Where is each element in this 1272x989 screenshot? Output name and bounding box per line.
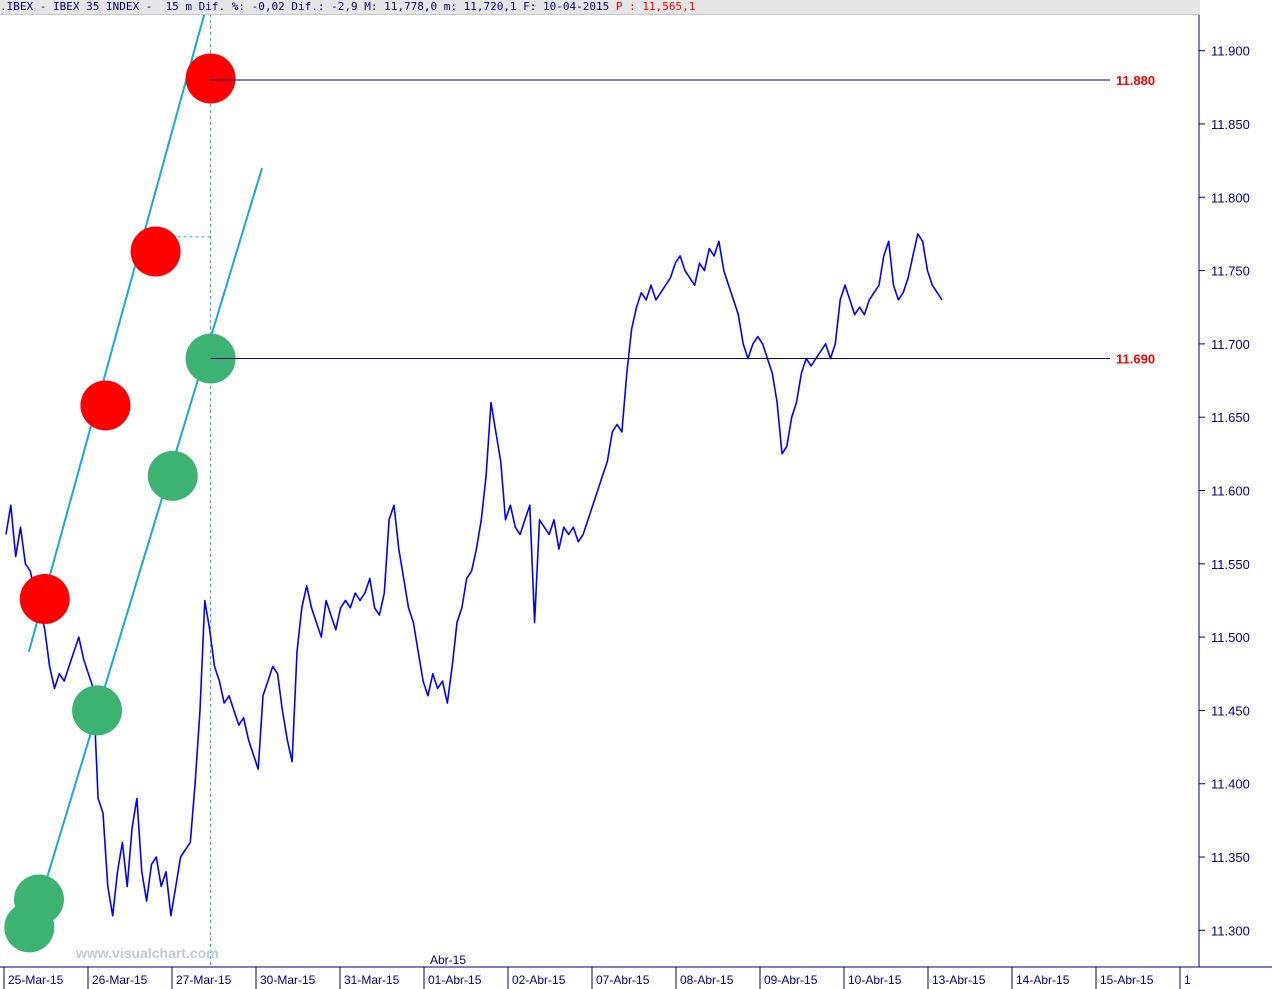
- resistance-marker: [80, 380, 131, 431]
- chart-header: .IBEX - IBEX 35 INDEX - 15 m Dif. %: -0,…: [0, 0, 1200, 15]
- watermark: www.visualchart.com: [75, 945, 219, 961]
- month-label: Abr-15: [430, 953, 466, 967]
- price-line: [5, 233, 943, 917]
- projected-levels: 11.880 11.690: [210, 73, 1155, 367]
- resistance-marker: [130, 226, 181, 277]
- x-tick-label: 02-Abr-15: [512, 973, 566, 987]
- y-tick-label: 11.450: [1211, 703, 1250, 718]
- y-tick-label: 11.550: [1211, 557, 1250, 572]
- x-tick-label: 07-Abr-15: [596, 973, 650, 987]
- guide-lines: [171, 14, 212, 967]
- y-tick-label: 11.750: [1211, 264, 1250, 279]
- price-series: [5, 233, 943, 917]
- x-axis: 25-Mar-15 26-Mar-15 27-Mar-15 30-Mar-15 31-M…: [3, 967, 1191, 989]
- support-marker: [72, 685, 123, 736]
- y-tick-label: 11.800: [1211, 190, 1250, 205]
- y-tick-label: 11.700: [1211, 337, 1250, 352]
- support-marker: [14, 874, 64, 925]
- y-tick-label: 11.300: [1211, 923, 1250, 938]
- y-axis: 11.900 11.850 11.800 11.750 11.700 11.650 11.6…: [1199, 44, 1250, 938]
- y-tick-label: 11.350: [1211, 850, 1250, 865]
- x-tick-label: 15-Abr-15: [1100, 973, 1154, 987]
- x-tick-label: 10-Abr-15: [848, 973, 902, 987]
- y-tick-label: 11.850: [1211, 117, 1250, 132]
- channel-lines: [27, 0, 264, 938]
- x-tick-label: 26-Mar-15: [92, 973, 148, 987]
- y-tick-label: 11.400: [1211, 777, 1250, 792]
- y-tick-label: 11.650: [1211, 410, 1250, 425]
- x-tick-label: 30-Mar-15: [260, 973, 316, 987]
- x-tick-label: 08-Abr-15: [680, 973, 734, 987]
- channel-touch-markers: [4, 53, 236, 953]
- x-tick-label: 13-Abr-15: [932, 973, 986, 987]
- x-tick-label: 27-Mar-15: [176, 973, 232, 987]
- level-label: 11.690: [1116, 352, 1155, 367]
- x-tick-label: 14-Abr-15: [1016, 973, 1070, 987]
- y-tick-label: 11.900: [1211, 44, 1250, 59]
- y-tick-label: 11.600: [1211, 484, 1250, 499]
- x-tick-label: 25-Mar-15: [8, 973, 64, 987]
- channel-line-upper: [27, 0, 210, 653]
- x-tick-label: 09-Abr-15: [764, 973, 818, 987]
- resistance-marker: [185, 53, 236, 104]
- x-tick-label: 1: [1184, 973, 1191, 987]
- header-info: .IBEX - IBEX 35 INDEX - 15 m Dif. %: -0,…: [0, 0, 616, 13]
- header-price: P : 11,565,1: [615, 0, 696, 13]
- x-tick-label: 01-Abr-15: [428, 973, 482, 987]
- x-tick-label: 31-Mar-15: [344, 973, 400, 987]
- channel-line-lower: [27, 167, 264, 938]
- y-tick-label: 11.500: [1211, 630, 1250, 645]
- support-marker: [147, 450, 198, 501]
- resistance-marker: [19, 573, 70, 624]
- level-label: 11.880: [1116, 73, 1155, 88]
